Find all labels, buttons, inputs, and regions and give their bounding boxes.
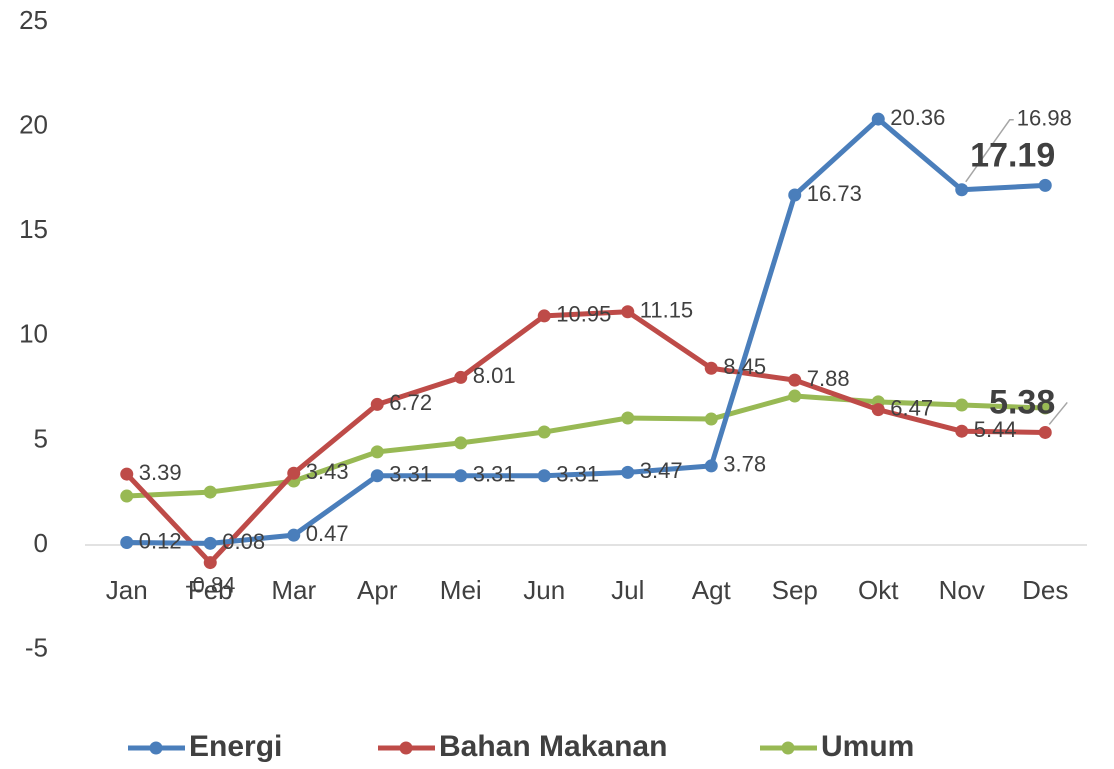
data-point xyxy=(370,397,384,411)
data-point xyxy=(1038,425,1052,439)
data-point xyxy=(871,403,885,417)
x-tick-label: Okt xyxy=(858,575,899,605)
data-point xyxy=(370,469,384,483)
data-point xyxy=(203,536,217,550)
legend-marker xyxy=(149,741,163,755)
data-label: 3.31 xyxy=(473,462,516,487)
y-tick-label: 5 xyxy=(34,423,48,453)
x-tick-label: Sep xyxy=(772,575,818,605)
x-tick-label: Mei xyxy=(440,575,482,605)
series-line xyxy=(124,309,1046,566)
data-point xyxy=(287,528,301,542)
data-point xyxy=(955,398,969,412)
x-tick-label: Nov xyxy=(939,575,985,605)
data-point xyxy=(955,424,969,438)
data-point xyxy=(704,361,718,375)
data-point xyxy=(370,445,384,459)
data-label: 16.73 xyxy=(807,181,862,206)
data-point xyxy=(955,183,969,197)
data-label: 3.43 xyxy=(306,459,349,484)
legend-label: Bahan Makanan xyxy=(439,730,667,763)
y-tick-label: 15 xyxy=(19,214,48,244)
y-tick-label: 25 xyxy=(19,5,48,35)
data-point xyxy=(203,556,217,570)
x-tick-label: Jul xyxy=(611,575,644,605)
data-label: 7.88 xyxy=(807,366,850,391)
data-point xyxy=(1038,178,1052,192)
data-label: 8.45 xyxy=(723,354,766,379)
leader-line xyxy=(1048,401,1068,425)
data-point xyxy=(120,535,134,549)
x-tick-label: Jun xyxy=(523,575,565,605)
data-point xyxy=(788,373,802,387)
x-tick-label: Mar xyxy=(271,575,316,605)
data-label: 6.47 xyxy=(890,395,933,420)
data-label: 17.19 xyxy=(970,136,1055,174)
leader-line xyxy=(965,119,1014,183)
data-point xyxy=(454,469,468,483)
series-line xyxy=(126,393,1046,499)
series-line xyxy=(126,116,1046,546)
data-label: 8.01 xyxy=(473,363,516,388)
data-point xyxy=(621,305,635,319)
data-label: 11.15 xyxy=(640,298,693,323)
data-point xyxy=(788,188,802,202)
data-point xyxy=(287,466,301,480)
data-label: 16.98 xyxy=(1017,106,1072,131)
data-point xyxy=(788,389,802,403)
data-point xyxy=(203,485,217,499)
data-point xyxy=(120,489,134,503)
y-tick-label: 20 xyxy=(19,109,48,139)
x-tick-label: Agt xyxy=(692,575,732,605)
data-label: 6.72 xyxy=(389,390,432,415)
data-label: 3.39 xyxy=(139,460,182,485)
legend-marker xyxy=(781,741,795,755)
data-point xyxy=(537,425,551,439)
data-point xyxy=(621,465,635,479)
data-label: 0.47 xyxy=(306,521,349,546)
data-point xyxy=(537,309,551,323)
y-tick-label: 0 xyxy=(34,528,48,558)
data-label: 3.47 xyxy=(640,458,683,483)
legend-label: Energi xyxy=(189,730,282,763)
data-point xyxy=(454,370,468,384)
data-label: -0.84 xyxy=(185,572,235,597)
data-point xyxy=(704,412,718,426)
data-label: 3.31 xyxy=(389,462,432,487)
data-point xyxy=(704,459,718,473)
data-point xyxy=(621,411,635,425)
data-label: 5.38 xyxy=(989,383,1055,421)
x-tick-label: Feb xyxy=(188,575,233,605)
data-label: 10.95 xyxy=(556,302,611,327)
legend-marker xyxy=(399,741,413,755)
y-tick-label: -5 xyxy=(25,632,48,662)
data-label: 3.78 xyxy=(723,452,766,477)
data-point xyxy=(120,467,134,481)
x-tick-label: Des xyxy=(1022,575,1068,605)
data-point xyxy=(1038,401,1052,415)
data-point xyxy=(871,112,885,126)
data-label: 3.31 xyxy=(556,462,599,487)
data-label: 0.08 xyxy=(222,529,265,554)
data-point xyxy=(537,469,551,483)
data-label: 5.44 xyxy=(974,417,1017,442)
data-label: 20.36 xyxy=(890,105,945,130)
legend-label: Umum xyxy=(821,730,914,763)
x-tick-label: Jan xyxy=(106,575,148,605)
y-tick-label: 10 xyxy=(19,319,48,349)
x-tick-label: Apr xyxy=(357,575,398,605)
data-point xyxy=(454,436,468,450)
data-label: 0.12 xyxy=(139,528,182,553)
